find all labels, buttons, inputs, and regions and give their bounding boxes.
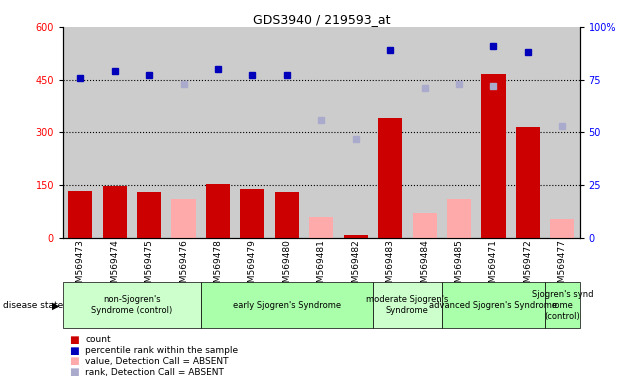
Bar: [68, 190, 92, 238]
Bar: [235, 27, 270, 238]
Bar: [171, 199, 195, 238]
Bar: [551, 219, 575, 238]
Bar: [309, 217, 333, 238]
Text: non-Sjogren's
Syndrome (control): non-Sjogren's Syndrome (control): [91, 295, 173, 315]
Text: Sjogren's synd
rome
(control): Sjogren's synd rome (control): [532, 290, 593, 321]
Text: ■: ■: [69, 356, 79, 366]
Bar: [344, 235, 368, 238]
Text: advanced Sjogren's Syndrome: advanced Sjogren's Syndrome: [430, 301, 558, 310]
Bar: [98, 27, 132, 238]
Bar: [408, 27, 442, 238]
Text: value, Detection Call = ABSENT: value, Detection Call = ABSENT: [85, 357, 229, 366]
Text: percentile rank within the sample: percentile rank within the sample: [85, 346, 238, 355]
Bar: [275, 192, 299, 238]
Text: ■: ■: [69, 367, 79, 377]
Bar: [132, 27, 166, 238]
Bar: [481, 74, 505, 238]
Text: rank, Detection Call = ABSENT: rank, Detection Call = ABSENT: [85, 367, 224, 377]
Bar: [63, 27, 98, 238]
Bar: [103, 186, 127, 238]
Bar: [241, 189, 265, 238]
Text: ▶: ▶: [52, 300, 60, 310]
Bar: [516, 127, 540, 238]
Bar: [137, 192, 161, 238]
Text: disease state: disease state: [3, 301, 64, 310]
Bar: [378, 118, 402, 238]
Bar: [442, 27, 476, 238]
Bar: [447, 199, 471, 238]
Bar: [338, 27, 373, 238]
Bar: [304, 27, 338, 238]
Bar: [270, 27, 304, 238]
Bar: [511, 27, 545, 238]
Text: moderate Sjogren's
Syndrome: moderate Sjogren's Syndrome: [366, 295, 449, 315]
Text: ■: ■: [69, 346, 79, 356]
Bar: [476, 27, 511, 238]
Bar: [166, 27, 201, 238]
Bar: [201, 27, 235, 238]
Text: count: count: [85, 335, 111, 344]
Text: ■: ■: [69, 335, 79, 345]
Bar: [206, 184, 230, 238]
Text: early Sjogren's Syndrome: early Sjogren's Syndrome: [233, 301, 341, 310]
Bar: [545, 27, 580, 238]
Bar: [413, 214, 437, 238]
Title: GDS3940 / 219593_at: GDS3940 / 219593_at: [253, 13, 390, 26]
Bar: [373, 27, 408, 238]
